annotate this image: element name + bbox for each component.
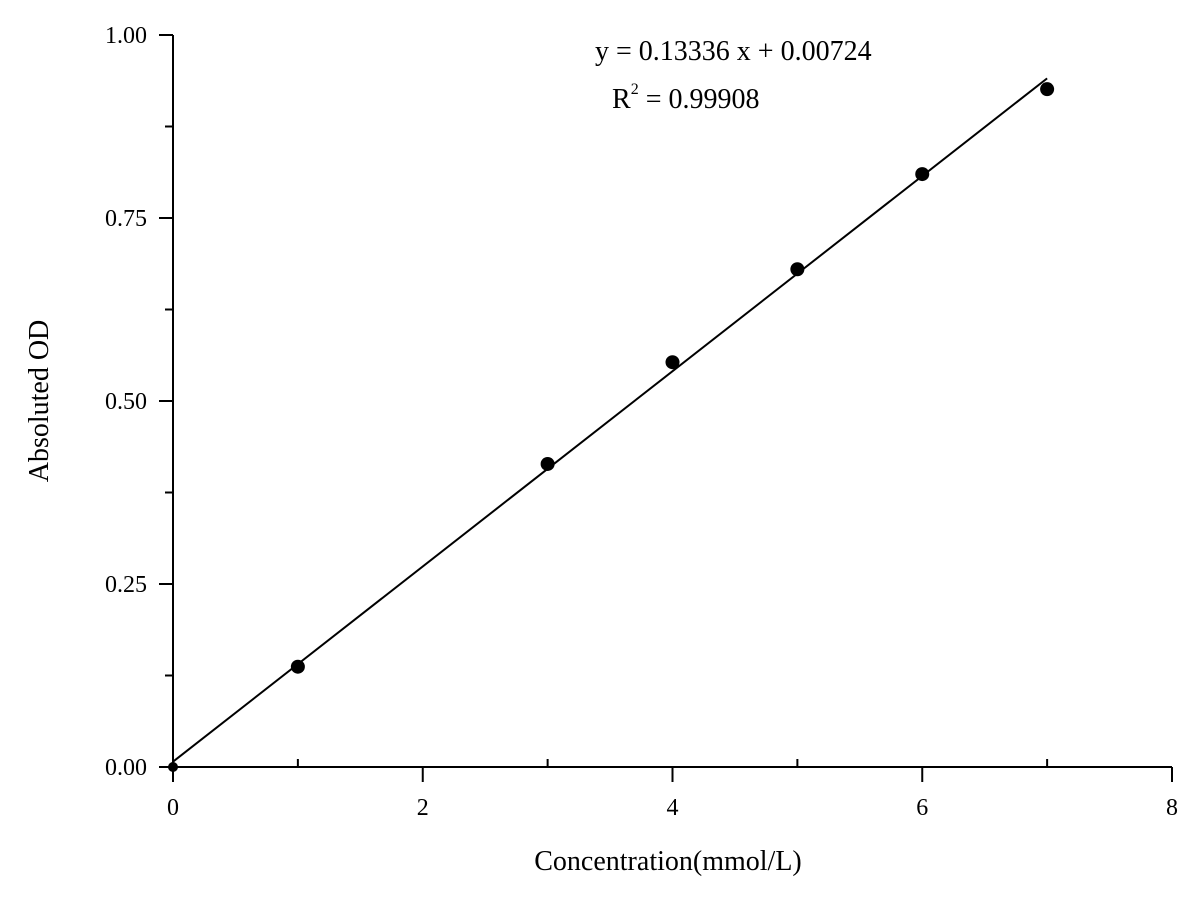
r2-value: = 0.99908 [639,84,760,115]
x-tick-label: 6 [916,795,928,821]
fit-line [172,77,1048,763]
x-tick-label: 0 [167,795,179,821]
y-axis-title: Absoluted OD [24,320,55,483]
data-point [665,355,680,370]
data-point [168,762,178,772]
r-squared: R2 = 0.99908 [612,81,759,115]
x-tick-label: 4 [667,795,679,821]
y-tick-label: 0.00 [105,755,147,781]
y-tick-label: 0.75 [105,206,147,232]
data-point [915,167,930,182]
axes [172,35,1172,768]
r2-superscript: 2 [631,81,639,98]
fit-equation: y = 0.13336 x + 0.00724 [595,36,872,67]
y-tick-label: 0.25 [105,572,147,598]
x-tick-label: 8 [1166,795,1178,821]
x-axis-title: Concentration(mmol/L) [534,846,802,877]
y-tick-label: 1.00 [105,23,147,49]
ticks: 0 2 4 6 8 0.00 0.25 0.50 0.75 1.00 [105,23,1178,821]
x-tick-label: 2 [417,795,429,821]
y-tick-label: 0.50 [105,389,147,415]
data-point [290,659,305,674]
data-point [1040,82,1055,97]
data-point [790,262,805,277]
data-points [168,82,1055,772]
data-point [540,456,555,471]
r2-prefix: R [612,84,631,115]
